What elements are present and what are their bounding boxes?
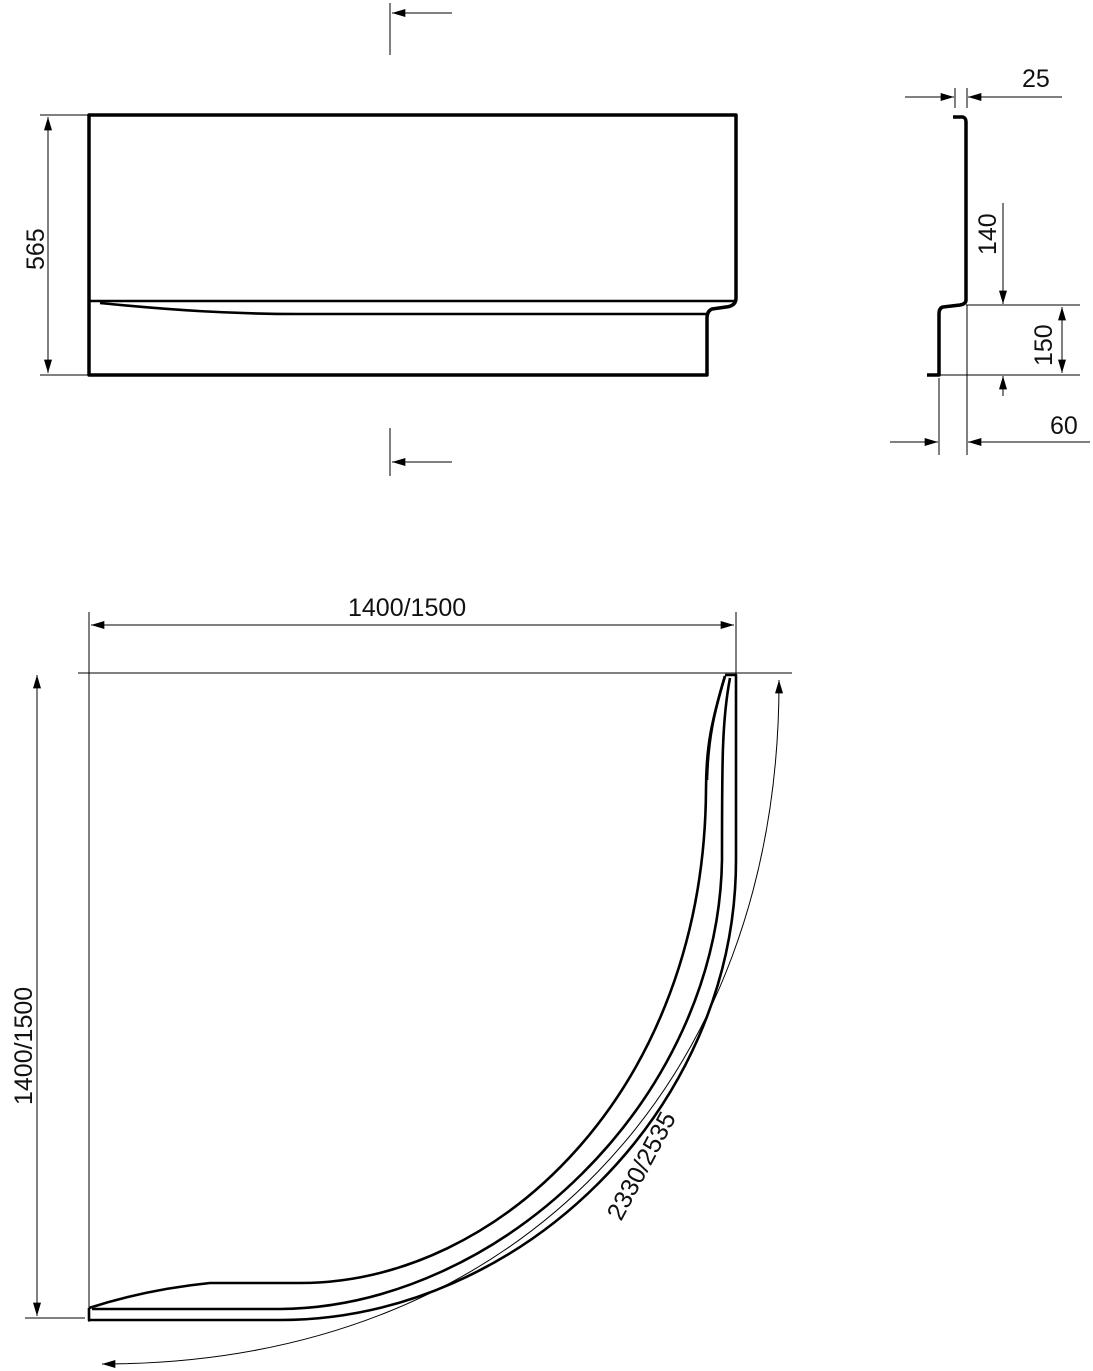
plan-width-dimension: 1400/1500 — [88, 594, 737, 1322]
section-marker-bottom — [389, 428, 452, 476]
lower-height-dimension: 150 — [940, 304, 1080, 376]
profile-section — [927, 115, 968, 377]
front-panel-view — [87, 113, 738, 377]
upper-height-label: 140 — [974, 213, 1002, 255]
plan-depth-dimension: 1400/1500 — [10, 672, 792, 1319]
curved-panel-plan — [87, 673, 738, 1322]
height-label: 565 — [22, 228, 50, 270]
section-marker-top — [389, 3, 452, 55]
bottom-depth-label: 60 — [1050, 412, 1078, 440]
top-thickness-dimension: 25 — [905, 65, 1062, 108]
lower-height-label: 150 — [1030, 324, 1058, 366]
height-dimension: 565 — [22, 114, 89, 376]
arc-length-dimension: 2330/2535 — [101, 679, 784, 1368]
bottom-depth-dimension: 60 — [890, 305, 1090, 455]
plan-width-label: 1400/1500 — [348, 594, 466, 622]
top-thickness-label: 25 — [1022, 65, 1050, 93]
upper-height-dimension: 140 — [974, 203, 1007, 396]
plan-depth-label: 1400/1500 — [10, 987, 38, 1105]
